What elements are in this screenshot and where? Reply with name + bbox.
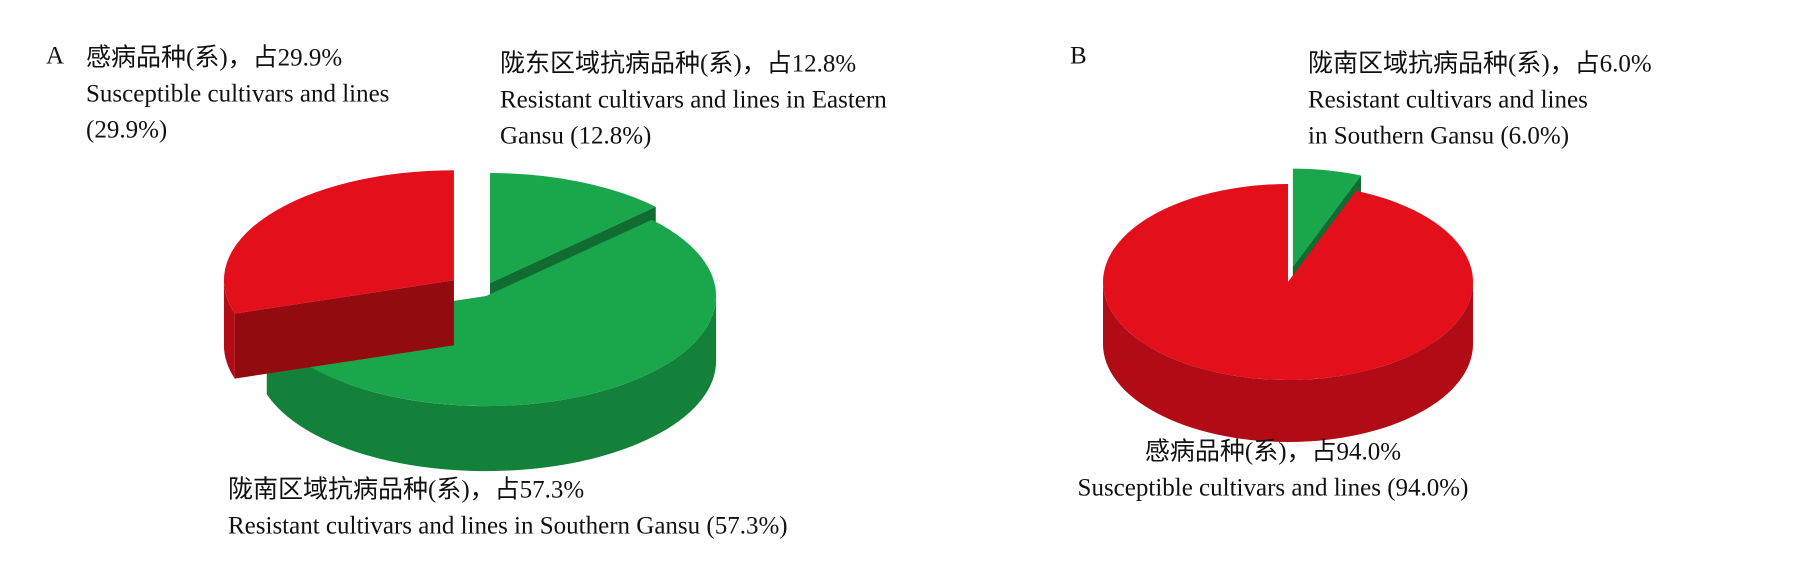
slice-top <box>1103 184 1473 380</box>
panel-label: B <box>1070 43 1087 70</box>
pie-slice <box>1103 184 1473 442</box>
slice-top <box>223 170 454 314</box>
slice-cut <box>234 280 454 379</box>
slice-label: (29.9%) <box>86 117 167 144</box>
slice-side-shade <box>1103 282 1473 442</box>
slice-label: 陇南区域抗病品种(系)，占6.0% <box>1308 50 1652 78</box>
slice-side <box>266 296 717 472</box>
slice-shade <box>234 280 454 379</box>
slice-label: 感病品种(系)，占29.9% <box>86 44 342 72</box>
slice-label: Susceptible cultivars and lines <box>86 81 389 108</box>
slice-label: Resistant cultivars and lines in Souther… <box>228 513 788 540</box>
slice-side <box>1103 282 1473 442</box>
slice-label: 感病品种(系)，占94.0% <box>1145 438 1401 466</box>
slice-top <box>490 173 656 284</box>
slice-label: in Southern Gansu (6.0%) <box>1308 123 1569 150</box>
slice-label: Susceptible cultivars and lines (94.0%) <box>1078 475 1469 502</box>
slice-side-shade <box>266 296 717 472</box>
slice-label: 陇东区域抗病品种(系)，占12.8% <box>500 50 856 78</box>
slice-label: Resistant cultivars and lines <box>1308 87 1588 114</box>
pie-slice <box>223 170 454 379</box>
panel-label: A <box>46 43 64 70</box>
slice-label: Gansu (12.8%) <box>500 123 651 150</box>
slice-side <box>223 280 235 379</box>
slice-side-shade <box>223 280 235 379</box>
slice-label: 陇南区域抗病品种(系)，占57.3% <box>228 476 584 504</box>
slice-label: Resistant cultivars and lines in Eastern <box>500 87 887 114</box>
slice-top <box>1292 168 1361 267</box>
slice-top <box>266 219 717 407</box>
